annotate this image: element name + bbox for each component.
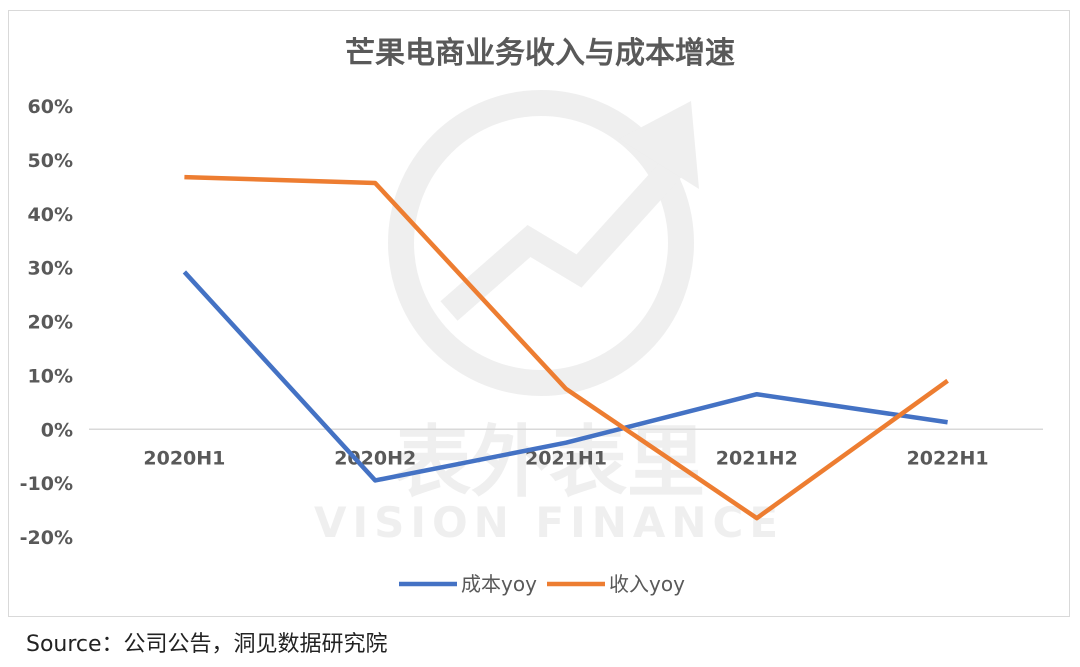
source-note: Source：公司公告，洞见数据研究院 <box>26 632 388 657</box>
y-tick-label: 10% <box>28 365 73 387</box>
y-tick-label: 30% <box>28 258 73 280</box>
y-tick-label: 20% <box>28 312 73 334</box>
series-line-revenue <box>184 174 949 521</box>
x-tick-label: 2021H2 <box>716 447 798 469</box>
line-chart: 表外表里 VISION FINANCE 芒果电商业务收入与成本增速 60% 50%… <box>20 36 1043 596</box>
watermark-en: VISION FINANCE <box>314 498 784 547</box>
legend-label-revenue: 收入yoy <box>609 572 685 596</box>
y-tick-label: -10% <box>20 473 73 495</box>
watermark-circle <box>388 90 694 396</box>
y-tick-label: -20% <box>20 527 73 549</box>
x-tick-label: 2020H1 <box>143 447 225 469</box>
x-tick-label: 2021H1 <box>525 447 607 469</box>
watermark-cn: 表外表里 <box>393 418 705 508</box>
x-axis: 2020H1 2020H2 2021H1 2021H2 2022H1 <box>143 447 988 469</box>
chart-title: 芒果电商业务收入与成本增速 <box>345 36 735 71</box>
y-axis: 60% 50% 40% 30% 20% 10% 0% -10% -20% <box>20 96 73 549</box>
watermark: 表外表里 VISION FINANCE <box>314 90 784 547</box>
legend: 成本yoy 收入yoy <box>399 572 685 596</box>
x-tick-label: 2022H1 <box>907 447 989 469</box>
series-group <box>182 174 949 521</box>
y-tick-label: 60% <box>28 96 73 118</box>
y-tick-label: 40% <box>28 204 73 226</box>
y-tick-label: 50% <box>28 150 73 172</box>
watermark-arrow <box>440 157 684 321</box>
legend-label-cost: 成本yoy <box>461 572 537 596</box>
watermark-arrowhead <box>619 101 699 189</box>
y-tick-label: 0% <box>41 419 73 441</box>
chart-frame: 表外表里 VISION FINANCE 芒果电商业务收入与成本增速 60% 50%… <box>8 10 1070 617</box>
x-tick-label: 2020H2 <box>334 447 416 469</box>
series-line-cost <box>182 270 948 483</box>
